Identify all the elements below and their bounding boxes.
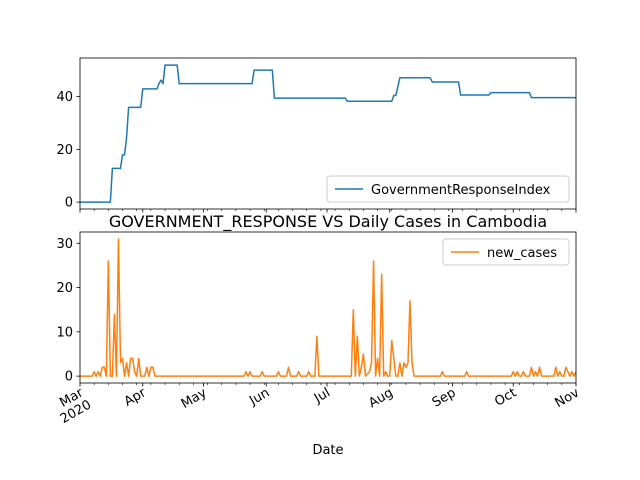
x-tick-label-Jul: Jul (311, 385, 333, 406)
y-tick-label: 40 (56, 90, 73, 105)
y-tick-label: 30 (56, 237, 73, 252)
y-tick-label: 20 (56, 281, 73, 296)
legend-label-new_cases: new_cases (487, 246, 557, 261)
top-axes-y-ticks: 0 20 40 (56, 90, 80, 211)
bottom-axes-frame (79, 231, 577, 384)
series-line-new_cases (80, 238, 576, 377)
bottom-legend: new_cases (442, 238, 570, 266)
series-line-GovernmentResponseIndex (80, 64, 576, 203)
top-legend: GovernmentResponseIndex (326, 175, 570, 203)
bottom-axes-y-ticks: 0 10 20 30 (56, 237, 80, 385)
top-axes-series-layer (80, 64, 576, 203)
legend-box (326, 175, 570, 203)
x-axis-label: Date (312, 443, 343, 458)
chart-title: GOVERNMENT_RESPONSE VS Daily Cases in Ca… (109, 212, 547, 232)
y-tick-label: 0 (65, 370, 73, 385)
top-axes-frame (79, 57, 577, 210)
legend-label-GovernmentResponseIndex: GovernmentResponseIndex (371, 183, 551, 198)
bottom-axes-series-layer (80, 238, 576, 377)
legend-box (442, 238, 570, 266)
y-tick-label: 0 (65, 196, 73, 211)
y-tick-label: 20 (56, 143, 73, 158)
y-tick-label: 10 (56, 325, 73, 340)
top-axes: 0 20 40 GovernmentResponseIndex (56, 57, 577, 213)
